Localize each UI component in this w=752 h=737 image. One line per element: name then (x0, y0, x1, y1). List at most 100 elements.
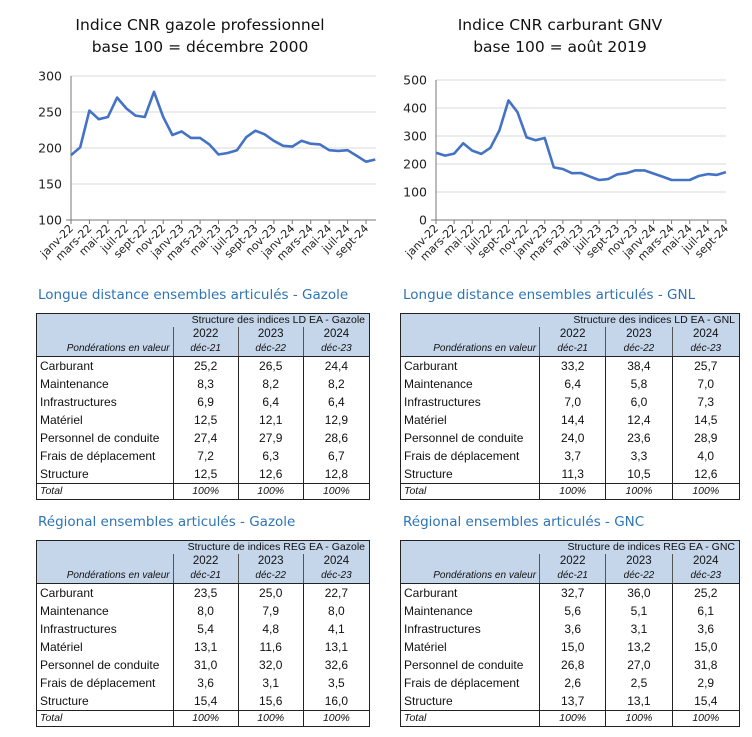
row-value: 12,8 (302, 465, 369, 484)
total-value: 100% (237, 710, 304, 726)
row-value: 23,5 (172, 583, 239, 602)
row-value: 31,8 (671, 656, 739, 674)
row-value: 13,2 (605, 638, 673, 656)
header-empty (37, 554, 174, 569)
row-label: Infrastructures (40, 395, 117, 409)
chart-1-subtitle: base 100 = décembre 2000 (91, 38, 309, 56)
row-value: 8,2 (237, 375, 304, 393)
table-row: Frais de déplacement 2,6 2,5 2,9 (401, 674, 739, 692)
row-label: Carburant (404, 359, 458, 373)
table-row: Maintenance 5,6 5,1 6,1 (401, 602, 739, 620)
year-header: 2023 (237, 554, 304, 569)
table-row: Frais de déplacement 3,6 3,1 3,5 (37, 674, 369, 692)
row-value: 33,2 (539, 356, 606, 375)
year-header: 2022 (172, 554, 239, 569)
row-value: 3,1 (237, 674, 304, 692)
total-value: 100% (539, 710, 606, 726)
row-value: 14,5 (671, 411, 739, 429)
row-value: 14,4 (539, 411, 606, 429)
y-tick-label: 200 (403, 157, 427, 172)
row-label: Infrastructures (404, 395, 481, 409)
row-label: Personnel de conduite (404, 431, 524, 445)
y-tick-label: 100 (403, 185, 427, 200)
row-label: Structure (404, 467, 453, 481)
row-value: 5,4 (172, 620, 239, 638)
header-row-dates: Pondérations en valeur déc-21 déc-22 déc-23 (401, 342, 739, 357)
total-value: 100% (172, 710, 239, 726)
row-value: 13,1 (605, 692, 673, 711)
row-value: 25,0 (237, 583, 304, 602)
structure-label: Structure de indices REG EA - Gazole (173, 541, 369, 554)
y-tick-label: 150 (38, 177, 62, 192)
row-value: 5,6 (539, 602, 606, 620)
date-header: déc-22 (237, 342, 304, 357)
row-label: Carburant (40, 359, 94, 373)
row-value: 32,6 (302, 656, 369, 674)
row-value: 25,2 (671, 583, 739, 602)
chart-2: 0100200300400500janv-22mars-22mai-22juil… (402, 73, 731, 264)
table-row: Personnel de conduite 27,4 27,9 28,6 (37, 429, 369, 447)
row-value: 5,8 (605, 375, 673, 393)
row-value: 6,7 (302, 447, 369, 465)
total-label: Total (37, 483, 174, 499)
row-value: 27,4 (172, 429, 239, 447)
structure-label: Structure des indices LD EA - Gazole (173, 314, 369, 327)
row-value: 12,5 (172, 411, 239, 429)
table-row: Infrastructures 6,9 6,4 6,4 (37, 393, 369, 411)
row-label: Maintenance (404, 604, 473, 618)
row-label: Infrastructures (40, 622, 117, 636)
row-value: 12,5 (172, 465, 239, 484)
row-label: Matériel (40, 413, 83, 427)
row-value: 6,3 (237, 447, 304, 465)
header-row-structure: Structure des indices LD EA - GNL (401, 314, 739, 327)
row-value: 25,2 (172, 356, 239, 375)
row-value: 32,7 (539, 583, 606, 602)
row-value: 15,4 (172, 692, 239, 711)
total-value: 100% (605, 710, 673, 726)
row-value: 3,6 (539, 620, 606, 638)
date-header: déc-21 (172, 569, 239, 584)
y-tick-label: 500 (403, 73, 427, 88)
header-empty (401, 314, 540, 327)
row-value: 3,1 (605, 620, 673, 638)
row-value: 26,8 (539, 656, 606, 674)
row-label: Maintenance (40, 377, 109, 391)
row-value: 3,5 (302, 674, 369, 692)
table-row: Structure 13,7 13,1 15,4 (401, 692, 739, 711)
line-charts: 100150200250300janv-22mars-22mai-22juil-… (37, 69, 731, 264)
row-value: 16,0 (302, 692, 369, 711)
row-label: Carburant (40, 586, 94, 600)
row-value: 2,5 (605, 674, 673, 692)
row-label: Matériel (404, 640, 447, 654)
y-tick-label: 0 (419, 213, 427, 228)
row-value: 8,3 (172, 375, 239, 393)
total-row: Total 100% 100% 100% (401, 483, 739, 499)
header-row-years: 2022 2023 2024 (401, 554, 739, 569)
table-row: Infrastructures 3,6 3,1 3,6 (401, 620, 739, 638)
total-value: 100% (671, 483, 739, 499)
year-header: 2023 (605, 327, 673, 342)
series-line (70, 90, 376, 163)
table-row: Frais de déplacement 7,2 6,3 6,7 (37, 447, 369, 465)
date-header: déc-22 (605, 569, 673, 584)
y-tick-label: 400 (403, 101, 427, 116)
header-row-dates: Pondérations en valeur déc-21 déc-22 déc-23 (37, 569, 369, 584)
date-header: déc-23 (671, 342, 739, 357)
date-header: déc-21 (172, 342, 239, 357)
year-header: 2022 (539, 554, 606, 569)
row-value: 11,3 (539, 465, 606, 484)
row-value: 8,0 (172, 602, 239, 620)
table-row: Structure 12,5 12,6 12,8 (37, 465, 369, 484)
weights-table-grid: Structure de indices REG EA - Gazole 2022… (37, 541, 369, 726)
row-value: 13,1 (302, 638, 369, 656)
row-value: 6,4 (302, 393, 369, 411)
structure-label: Structure de indices REG EA - GNC (539, 541, 739, 554)
row-value: 7,0 (671, 375, 739, 393)
row-value: 7,3 (671, 393, 739, 411)
chart-2-title-line: Indice CNR carburant GNV (457, 16, 663, 34)
row-value: 10,5 (605, 465, 673, 484)
table-row: Maintenance 6,4 5,8 7,0 (401, 375, 739, 393)
table-row: Structure 11,3 10,5 12,6 (401, 465, 739, 484)
row-label: Structure (40, 694, 89, 708)
total-value: 100% (237, 483, 304, 499)
